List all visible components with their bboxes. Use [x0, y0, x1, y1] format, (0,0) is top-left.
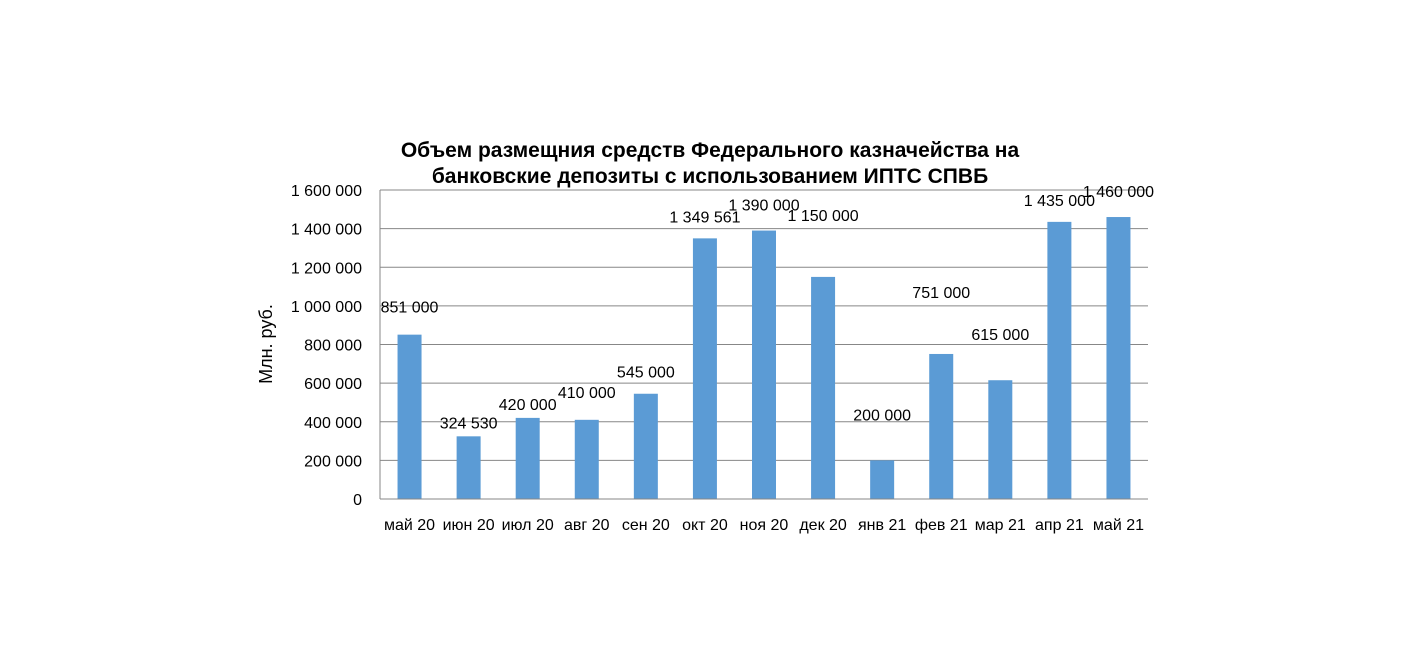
y-tick-label: 1 200 000 — [291, 260, 362, 277]
x-tick-label: дек 20 — [799, 517, 847, 534]
x-tick-label: янв 21 — [858, 517, 906, 534]
data-label: 545 000 — [617, 365, 675, 382]
x-tick-label: сен 20 — [622, 517, 670, 534]
x-tick-label: май 21 — [1093, 517, 1144, 534]
x-tick-label: июл 20 — [502, 517, 554, 534]
bar — [397, 334, 422, 499]
x-tick-label: авг 20 — [564, 517, 610, 534]
gridlines — [380, 189, 1148, 461]
chart-title: Объем размещния средств Федерального каз… — [300, 138, 1120, 190]
y-tick-label: 0 — [353, 492, 362, 509]
chart-title-line-1: Объем размещния средств Федерального каз… — [400, 139, 1020, 162]
chart-title-line-2: банковские депозиты с использованием ИПТ… — [431, 165, 989, 188]
data-label: 615 000 — [971, 327, 1029, 344]
y-tick-label: 800 000 — [304, 338, 362, 355]
bar — [929, 353, 954, 499]
data-label: 200 000 — [853, 407, 911, 424]
bar — [870, 460, 895, 499]
bar — [988, 380, 1013, 499]
x-tick-label: ноя 20 — [740, 517, 789, 534]
bar — [1047, 221, 1072, 499]
y-tick-label: 1 400 000 — [291, 222, 362, 239]
data-label: 1 435 000 — [1024, 193, 1095, 210]
data-label: 1 390 000 — [728, 198, 799, 215]
bar — [752, 230, 776, 499]
data-label: 1 150 000 — [787, 208, 858, 225]
bar — [811, 276, 836, 499]
bar — [515, 417, 540, 499]
y-tick-label: 1 600 000 — [291, 183, 362, 200]
y-tick-label: 1 000 000 — [291, 299, 362, 316]
y-tick-label: 200 000 — [304, 453, 362, 470]
data-label: 324 530 — [440, 415, 498, 432]
bars — [397, 217, 1131, 499]
axes — [379, 190, 1148, 500]
y-tick-label: 600 000 — [304, 376, 362, 393]
bar — [692, 238, 717, 499]
x-tick-label: фев 21 — [915, 517, 968, 534]
data-label: 851 000 — [381, 300, 439, 317]
y-axis-title: Млн. руб. — [256, 304, 276, 384]
x-tick-label: мар 21 — [975, 517, 1026, 534]
data-label: 751 000 — [912, 285, 970, 302]
bar — [633, 393, 658, 499]
bar — [456, 436, 481, 499]
bar — [1106, 217, 1131, 499]
bar — [574, 419, 599, 499]
x-tick-label: май 20 — [384, 517, 435, 534]
x-tick-label: окт 20 — [682, 517, 728, 534]
data-label: 1 349 561 — [669, 209, 740, 226]
x-tick-label: апр 21 — [1035, 517, 1084, 534]
data-label: 1 460 000 — [1083, 184, 1154, 201]
data-label: 420 000 — [499, 397, 557, 414]
y-tick-label: 400 000 — [304, 415, 362, 432]
labels: 0 200 000 400 000 600 000 800 000 1 000 000 1 … — [291, 183, 1154, 534]
x-tick-label: июн 20 — [443, 517, 495, 534]
data-label: 410 000 — [558, 385, 616, 402]
